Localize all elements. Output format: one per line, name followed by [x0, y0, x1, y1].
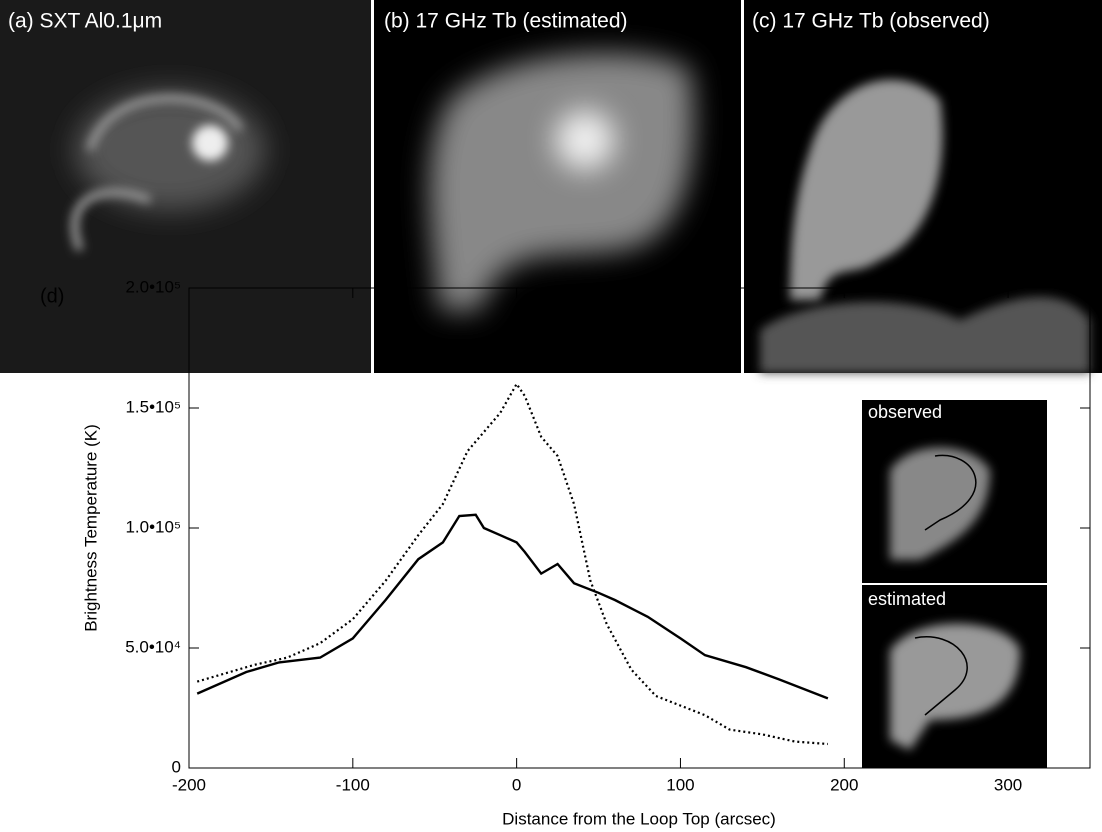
- x-tick-label: -200: [172, 775, 206, 794]
- panel-title: (b) 17 GHz Tb (estimated): [384, 10, 628, 33]
- y-tick-label: 0: [172, 757, 181, 776]
- panel-b: (b) 17 GHz Tb (estimated): [374, 0, 741, 373]
- insets: observed estimated: [862, 400, 1047, 768]
- panel-label: (d): [40, 285, 64, 307]
- x-tick-label: 300: [994, 775, 1022, 794]
- y-axis-title: Brightness Temperature (K): [81, 424, 100, 632]
- series-line: [196, 381, 828, 746]
- panel-title: (c) 17 GHz Tb (observed): [752, 10, 990, 33]
- annotation: estimated: [868, 589, 946, 609]
- panel-title: (a) SXT Al0.1μm: [8, 10, 162, 33]
- series-line: [196, 513, 829, 700]
- y-tick-label: 1.0•10⁵: [125, 517, 181, 536]
- y-tick-label: 5.0•10⁴: [125, 637, 181, 656]
- panel-c: (c) 17 GHz Tb (observed): [744, 0, 1102, 373]
- annotation: observed: [868, 402, 942, 422]
- x-tick-label: 0: [512, 775, 521, 794]
- panel-a: (a) SXT Al0.1μm: [0, 0, 371, 373]
- x-tick-label: 200: [830, 775, 858, 794]
- y-tick-label: 1.5•10⁵: [125, 397, 181, 416]
- x-tick-label: -100: [336, 775, 370, 794]
- y-tick-label: 2.0•10⁵: [125, 277, 181, 296]
- x-tick-label: 100: [666, 775, 694, 794]
- x-axis-title: Distance from the Loop Top (arcsec): [502, 809, 776, 828]
